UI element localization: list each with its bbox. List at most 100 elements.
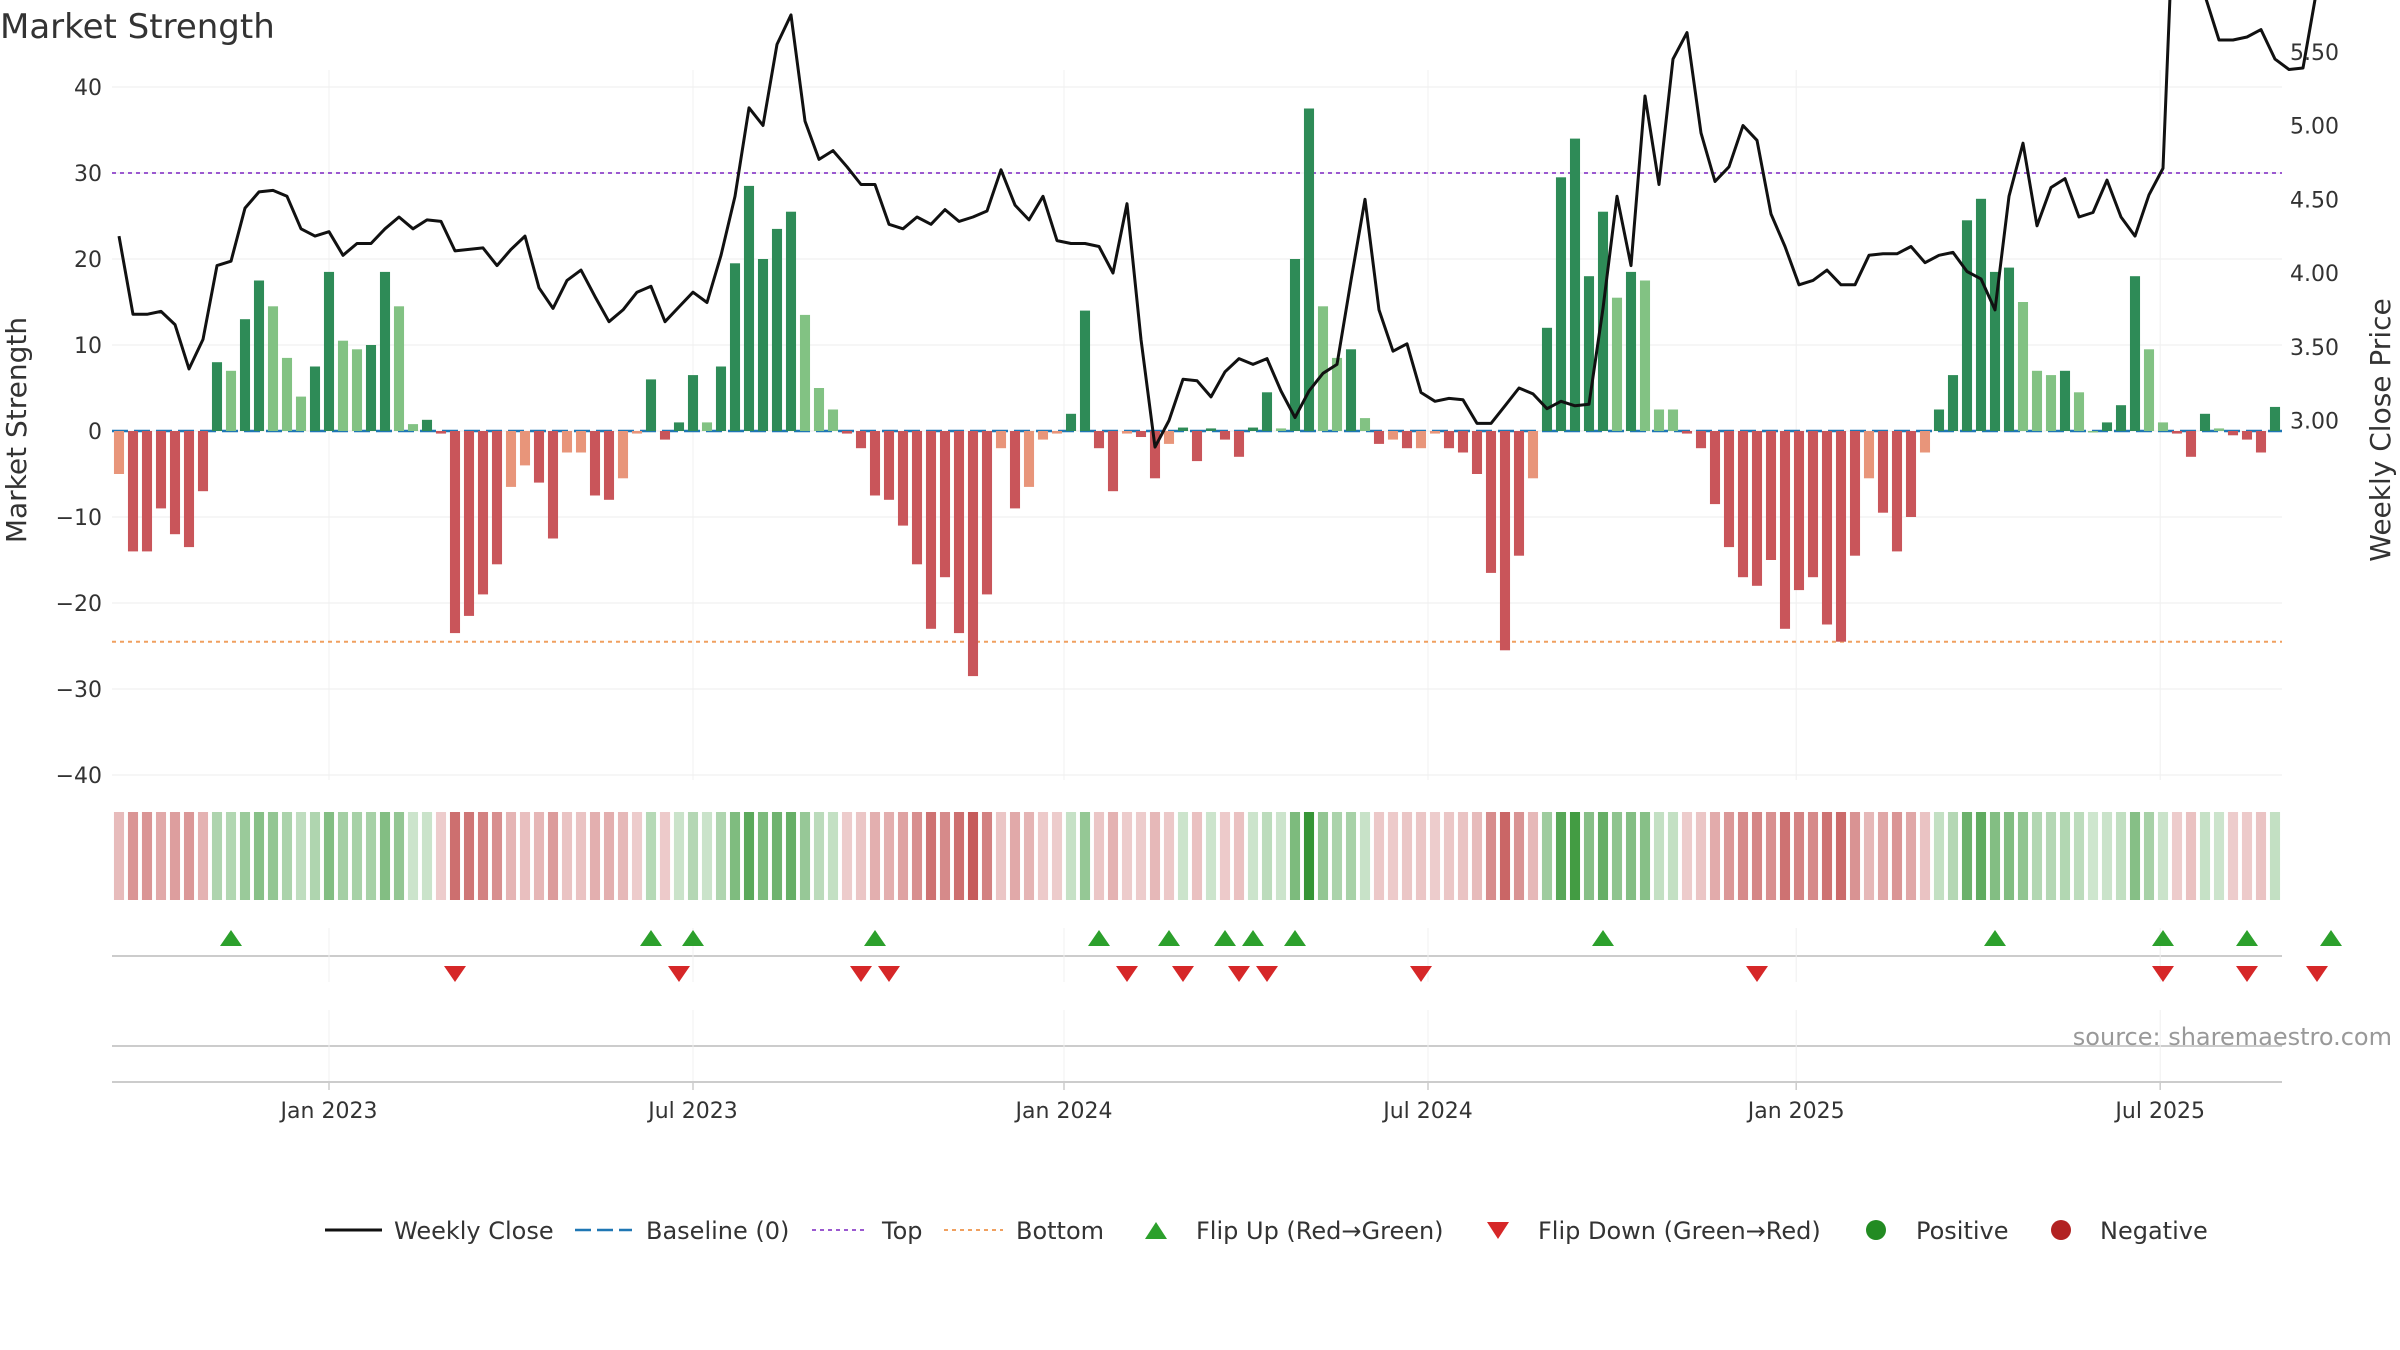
strength-cell — [379, 812, 391, 900]
strength-bar — [1961, 220, 1973, 431]
strength-bar — [1135, 431, 1147, 438]
strength-bar — [673, 422, 685, 431]
strength-bar — [239, 319, 251, 431]
empty-panel — [112, 1010, 2282, 1082]
strength-cell — [897, 812, 909, 900]
strength-bar — [281, 357, 293, 431]
strength-cell — [1625, 812, 1637, 900]
strength-bar — [771, 228, 783, 431]
strength-cell — [1499, 812, 1511, 900]
strength-bar — [2171, 431, 2183, 434]
strength-bar — [561, 431, 573, 453]
strength-bar — [2045, 375, 2057, 431]
strength-cell — [1737, 812, 1749, 900]
strength-cell — [2003, 812, 2015, 900]
flip-down-marker — [444, 966, 466, 982]
strength-cell — [2115, 812, 2127, 900]
strength-cell — [2101, 812, 2113, 900]
strength-cell — [645, 812, 657, 900]
strength-cell — [981, 812, 993, 900]
strength-cell — [1205, 812, 1217, 900]
strength-cell — [1653, 812, 1665, 900]
strength-bar — [1457, 431, 1469, 453]
y2-tick-label: 3.50 — [2290, 336, 2339, 361]
flip-up-marker — [1242, 930, 1264, 946]
strength-bar — [2087, 431, 2099, 433]
flip-up-marker — [682, 930, 704, 946]
legend-label-bottom: Bottom — [1016, 1217, 1104, 1245]
strength-bar — [687, 375, 699, 431]
strength-bar — [575, 431, 587, 453]
strength-bar — [1737, 431, 1749, 578]
strength-cell — [1443, 812, 1455, 900]
strength-bars — [113, 108, 2281, 677]
strength-cell — [2199, 812, 2211, 900]
strength-cell — [393, 812, 405, 900]
strength-cell — [1163, 812, 1175, 900]
strength-cell — [1933, 812, 1945, 900]
strength-bar — [1639, 280, 1651, 431]
strength-bar — [1807, 431, 1819, 578]
strength-cell — [239, 812, 251, 900]
flip-down-marker — [1256, 966, 1278, 982]
strength-bar — [1499, 431, 1511, 651]
strength-cell — [365, 812, 377, 900]
strength-bar — [2059, 370, 2071, 431]
strength-cell — [869, 812, 881, 900]
strength-cell — [1219, 812, 1231, 900]
strength-bar — [337, 340, 349, 431]
y2-tick-label: 5.00 — [2290, 115, 2339, 140]
strength-cell — [1037, 812, 1049, 900]
strength-bar — [365, 345, 377, 431]
strength-cell — [1639, 812, 1651, 900]
y2-tick-label: 5.50 — [2290, 41, 2339, 66]
strength-cell — [631, 812, 643, 900]
strength-bar — [729, 263, 741, 431]
strength-bar — [603, 431, 615, 500]
strength-bar — [1555, 177, 1567, 431]
strength-bar — [2185, 431, 2197, 457]
strength-cell — [1821, 812, 1833, 900]
strength-bar — [155, 431, 167, 509]
strength-bar — [1373, 431, 1385, 444]
flip-up-marker — [2152, 930, 2174, 946]
strength-cell — [547, 812, 559, 900]
strength-bar — [743, 185, 755, 431]
strength-cell — [1023, 812, 1035, 900]
strength-cell — [1275, 812, 1287, 900]
strength-cell — [2129, 812, 2141, 900]
strength-bar — [1331, 357, 1343, 431]
strength-bar — [421, 419, 433, 431]
strength-cell — [2031, 812, 2043, 900]
strength-bar — [841, 431, 853, 434]
strength-cell — [575, 812, 587, 900]
strength-bar — [491, 431, 503, 565]
strength-cell — [519, 812, 531, 900]
strength-bar — [1345, 349, 1357, 431]
flip-down-marker — [1116, 966, 1138, 982]
strength-cell — [281, 812, 293, 900]
flip-up-marker — [864, 930, 886, 946]
strength-cell — [1415, 812, 1427, 900]
strength-cell — [995, 812, 1007, 900]
strength-bar — [2157, 422, 2169, 431]
strength-cell — [2059, 812, 2071, 900]
strength-bar — [1261, 392, 1273, 431]
y2-tick-label: 4.00 — [2290, 262, 2339, 287]
strength-cell — [337, 812, 349, 900]
strength-bar — [1877, 431, 1889, 513]
strength-cell — [967, 812, 979, 900]
strength-cell — [1947, 812, 1959, 900]
weekly-close-line — [117, 0, 2317, 449]
strength-bar — [225, 370, 237, 431]
strength-cell — [267, 812, 279, 900]
strength-cell — [1975, 812, 1987, 900]
strength-bar — [1121, 431, 1133, 434]
strength-bar — [1443, 431, 1455, 449]
strength-bar — [449, 431, 461, 634]
strength-bar — [589, 431, 601, 496]
x-tick-label: Jul 2024 — [1381, 1099, 1473, 1124]
y-tick-label: −30 — [56, 678, 102, 703]
strength-cell — [2045, 812, 2057, 900]
strength-bar — [407, 424, 419, 431]
